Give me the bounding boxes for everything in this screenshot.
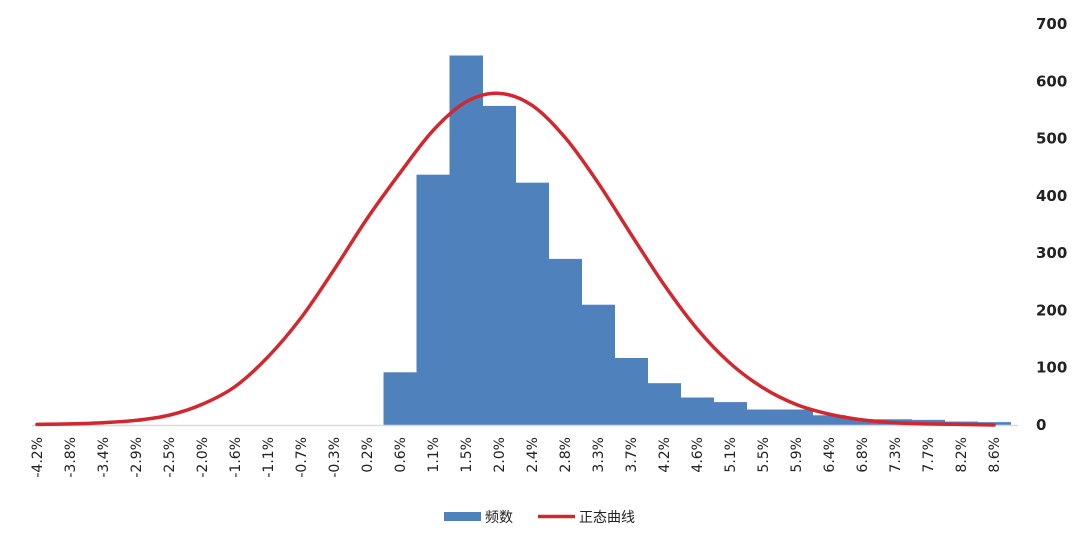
bar-1.1%	[416, 174, 450, 425]
normal-curve-line	[35, 91, 996, 427]
x-tick-label: 7.7%	[921, 437, 937, 473]
bar-6.4%	[812, 415, 846, 425]
bar-2.0%	[482, 105, 516, 425]
legend: 频数 正态曲线	[444, 510, 635, 526]
x-tick-label: 1.1%	[426, 437, 442, 473]
y-tick-label: 100	[1036, 359, 1067, 377]
y-tick-labels: 0 100 200 300 400 500 600 700	[1036, 15, 1067, 434]
bar-5.1%	[713, 402, 747, 425]
x-tick-label: -3.4%	[96, 437, 112, 478]
x-tick-label: 2.4%	[525, 437, 541, 473]
x-tick-label: -1.6%	[228, 437, 244, 478]
y-tick-label: 400	[1036, 187, 1067, 205]
x-tick-label: 8.6%	[987, 437, 1003, 473]
x-tick-label: 4.2%	[657, 437, 673, 473]
bar-5.9%	[779, 409, 813, 425]
y-tick-label: 600	[1036, 72, 1067, 90]
x-tick-label: -1.1%	[261, 437, 277, 478]
legend-label-bars: 频数	[485, 510, 513, 526]
y-tick-label: 200	[1036, 301, 1067, 319]
legend-swatch-bars	[444, 512, 481, 521]
bar-0.6%	[383, 372, 417, 425]
x-tick-label: 0.6%	[393, 437, 409, 473]
x-tick-label: 4.6%	[690, 437, 706, 473]
x-tick-label: 5.1%	[723, 437, 739, 473]
bar-4.2%	[647, 383, 681, 425]
x-tick-label: 6.8%	[855, 437, 871, 473]
x-tick-label: -0.7%	[294, 437, 310, 478]
bar-1.5%	[449, 55, 483, 425]
x-tick-label: 3.7%	[624, 437, 640, 473]
x-tick-label: 2.8%	[558, 437, 574, 473]
y-tick-label: 700	[1036, 15, 1067, 33]
x-tick-label: 1.5%	[459, 437, 475, 473]
x-tick-label: 3.3%	[591, 437, 607, 473]
y-tick-label: 500	[1036, 130, 1067, 148]
x-tick-label: 6.4%	[822, 437, 838, 473]
bar-2.8%	[548, 258, 582, 425]
bars-group	[383, 55, 1011, 425]
x-tick-label: -2.9%	[129, 437, 145, 478]
x-tick-label: -0.3%	[327, 437, 343, 478]
bar-3.7%	[614, 357, 648, 425]
legend-label-curve: 正态曲线	[579, 510, 635, 526]
bar-5.5%	[746, 409, 780, 425]
x-tick-label: -2.0%	[195, 437, 211, 478]
x-tick-label: 7.3%	[888, 437, 904, 473]
x-tick-label: 2.0%	[492, 437, 508, 473]
bar-2.4%	[515, 182, 549, 425]
x-tick-label: -3.8%	[63, 437, 79, 478]
bar-3.3%	[581, 304, 615, 425]
y-tick-label: 300	[1036, 244, 1067, 262]
x-tick-label: 5.9%	[789, 437, 805, 473]
bar-6.8%	[845, 419, 879, 425]
x-tick-label: 8.2%	[954, 437, 970, 473]
y-tick-label: 0	[1036, 416, 1046, 434]
bar-4.6%	[680, 397, 714, 425]
x-tick-label: -4.2%	[30, 437, 46, 478]
x-tick-labels: -4.2% -3.8% -3.4% -2.9% -2.5% -2.0% -1.6% -1.1%…	[30, 437, 1003, 478]
x-tick-label: -2.5%	[162, 437, 178, 478]
x-tick-label: 5.5%	[756, 437, 772, 473]
x-tick-label: 0.2%	[360, 437, 376, 473]
